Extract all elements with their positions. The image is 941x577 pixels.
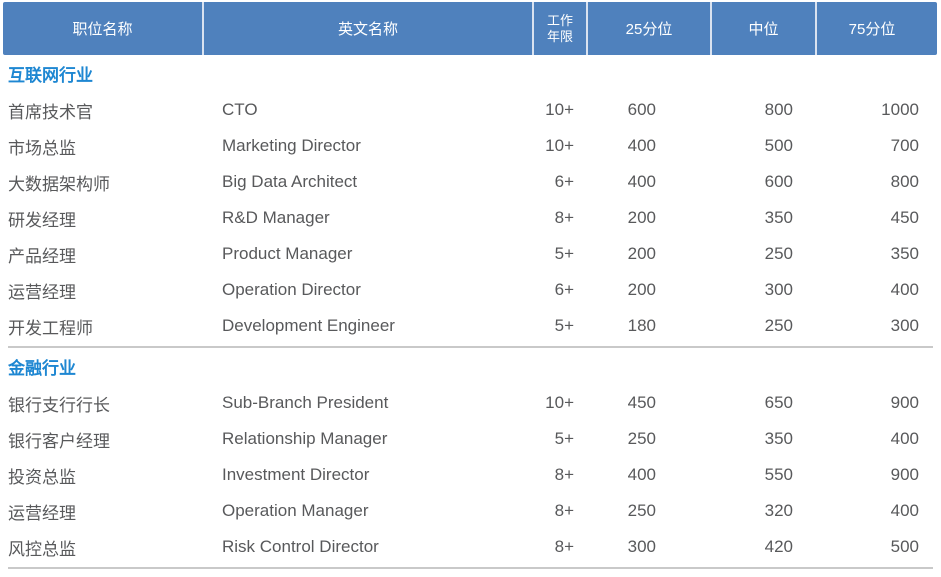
section-divider	[8, 346, 933, 348]
cell-median: 250	[764, 316, 793, 335]
table-row: 市场总监 Marketing Director 10+ 400 500 700	[3, 128, 937, 164]
salary-table: 职位名称 英文名称 工作年限 25分位 中位 75分位 互联网行业首席技术官 CT…	[3, 2, 937, 569]
cell-p25: 200	[627, 208, 656, 227]
cell-position-cn: 产品经理	[8, 246, 76, 266]
cell-position-en: R&D Manager	[222, 208, 330, 227]
cell-p25: 250	[627, 429, 656, 448]
column-header-p25: 25分位	[586, 2, 710, 55]
cell-p25: 400	[627, 136, 656, 155]
table-row: 开发工程师 Development Engineer 5+ 180 250 300	[3, 308, 937, 344]
cell-p25: 400	[627, 465, 656, 484]
cell-years: 5+	[554, 244, 574, 263]
cell-position-cn: 风控总监	[8, 539, 76, 559]
cell-position-cn: 首席技术官	[8, 102, 93, 122]
cell-p75: 400	[890, 501, 919, 520]
cell-p75: 700	[890, 136, 919, 155]
column-header-position-en: 英文名称	[202, 2, 532, 55]
cell-position-cn: 开发工程师	[8, 318, 93, 338]
cell-p75: 450	[890, 208, 919, 227]
cell-p75: 300	[890, 316, 919, 335]
cell-years: 8+	[554, 208, 574, 227]
column-header-years: 工作年限	[532, 2, 586, 55]
column-header-median: 中位	[710, 2, 815, 55]
cell-position-en: Relationship Manager	[222, 429, 388, 448]
cell-p25: 250	[627, 501, 656, 520]
cell-years: 8+	[554, 501, 574, 520]
cell-p25: 200	[627, 244, 656, 263]
cell-years: 5+	[554, 316, 574, 335]
cell-years: 8+	[554, 537, 574, 556]
cell-position-cn: 运营经理	[8, 282, 76, 302]
cell-position-cn: 研发经理	[8, 210, 76, 230]
cell-p75: 400	[890, 280, 919, 299]
table-row: 银行支行行长 Sub-Branch President 10+ 450 650 900	[3, 385, 937, 421]
table-row: 运营经理 Operation Director 6+ 200 300 400	[3, 272, 937, 308]
cell-median: 650	[764, 393, 793, 412]
cell-p25: 300	[627, 537, 656, 556]
cell-p75: 900	[890, 393, 919, 412]
cell-median: 500	[764, 136, 793, 155]
cell-median: 350	[764, 208, 793, 227]
cell-p75: 400	[890, 429, 919, 448]
cell-p75: 350	[890, 244, 919, 263]
cell-years: 5+	[554, 429, 574, 448]
cell-median: 320	[764, 501, 793, 520]
cell-position-en: Risk Control Director	[222, 537, 379, 556]
cell-years: 6+	[554, 280, 574, 299]
table-row: 产品经理 Product Manager 5+ 200 250 350	[3, 236, 937, 272]
cell-median: 250	[764, 244, 793, 263]
table-header-row: 职位名称 英文名称 工作年限 25分位 中位 75分位	[3, 2, 937, 55]
cell-median: 420	[764, 537, 793, 556]
cell-position-cn: 投资总监	[8, 467, 76, 487]
cell-years: 8+	[554, 465, 574, 484]
cell-position-en: Development Engineer	[222, 316, 395, 335]
column-header-position-cn: 职位名称	[72, 21, 133, 38]
cell-position-en: Operation Director	[222, 280, 361, 299]
cell-median: 550	[764, 465, 793, 484]
cell-years: 10+	[545, 100, 574, 119]
table-row: 风控总监 Risk Control Director 8+ 300 420 500	[3, 529, 937, 565]
cell-p75: 500	[890, 537, 919, 556]
cell-position-en: CTO	[222, 100, 258, 119]
table-row: 首席技术官 CTO 10+ 600 800 1000	[3, 92, 937, 128]
section-title: 金融行业	[8, 359, 76, 378]
table-row: 银行客户经理 Relationship Manager 5+ 250 350 400	[3, 421, 937, 457]
cell-p25: 180	[627, 316, 656, 335]
cell-median: 350	[764, 429, 793, 448]
cell-years: 10+	[545, 393, 574, 412]
cell-position-en: Sub-Branch President	[222, 393, 389, 412]
cell-p75: 800	[890, 172, 919, 191]
cell-position-en: Product Manager	[222, 244, 353, 263]
cell-position-cn: 运营经理	[8, 503, 76, 523]
table-body: 互联网行业首席技术官 CTO 10+ 600 800 1000 市场总监 Marketing …	[3, 55, 937, 569]
cell-position-en: Big Data Architect	[222, 172, 358, 191]
cell-p25: 400	[627, 172, 656, 191]
cell-position-cn: 银行客户经理	[8, 431, 110, 451]
cell-p75: 1000	[881, 100, 919, 119]
cell-position-cn: 市场总监	[8, 138, 76, 158]
cell-position-cn: 银行支行行长	[8, 395, 110, 415]
cell-p25: 600	[627, 100, 656, 119]
column-header-p75: 75分位	[815, 2, 927, 55]
cell-position-en: Marketing Director	[222, 136, 361, 155]
section-title: 互联网行业	[8, 66, 93, 85]
cell-position-cn: 大数据架构师	[8, 174, 110, 194]
section-divider	[8, 567, 933, 569]
cell-position-en: Investment Director	[222, 465, 370, 484]
cell-median: 300	[764, 280, 793, 299]
table-row: 大数据架构师 Big Data Architect 6+ 400 600 800	[3, 164, 937, 200]
cell-median: 800	[764, 100, 793, 119]
table-row: 研发经理 R&D Manager 8+ 200 350 450	[3, 200, 937, 236]
cell-p75: 900	[890, 465, 919, 484]
cell-position-en: Operation Manager	[222, 501, 369, 520]
cell-p25: 200	[627, 280, 656, 299]
table-row: 运营经理 Operation Manager 8+ 250 320 400	[3, 493, 937, 529]
cell-median: 600	[764, 172, 793, 191]
table-row: 投资总监 Investment Director 8+ 400 550 900	[3, 457, 937, 493]
cell-years: 6+	[554, 172, 574, 191]
cell-years: 10+	[545, 136, 574, 155]
cell-p25: 450	[627, 393, 656, 412]
